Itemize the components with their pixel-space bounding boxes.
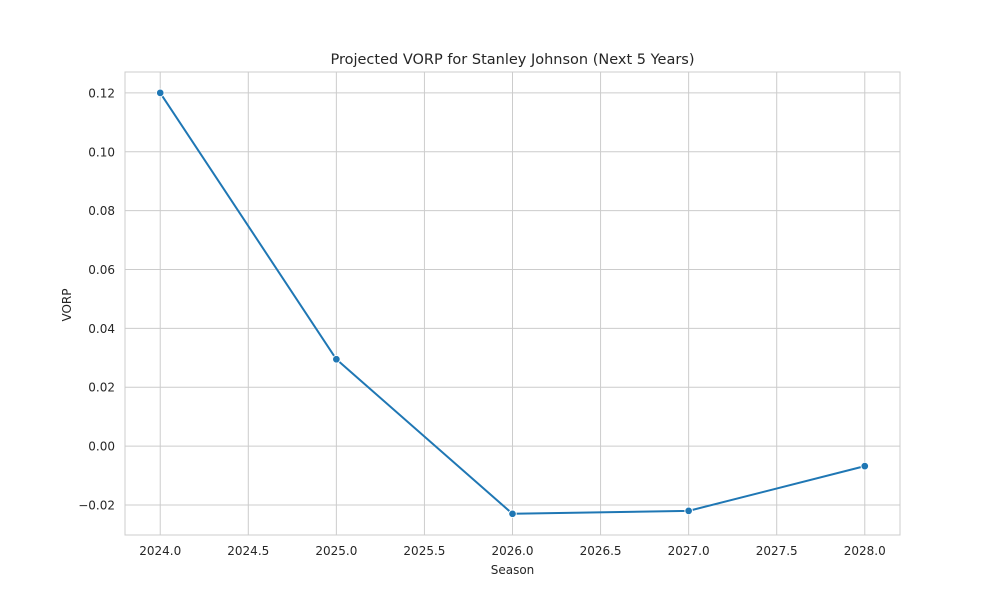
x-tick-label: 2024.0 [139, 544, 181, 558]
y-tick-label: 0.00 [88, 440, 115, 454]
y-tick-label: 0.06 [88, 263, 115, 277]
data-point [155, 88, 165, 98]
axes-frame [124, 71, 901, 536]
data-point [332, 355, 341, 364]
x-axis-label: Season [491, 563, 535, 577]
data-point [508, 509, 517, 519]
data-point [684, 506, 693, 516]
y-axis-label: VORP [60, 288, 74, 321]
y-tick-label: 0.02 [88, 381, 115, 395]
x-tick-label: 2028.0 [844, 544, 886, 558]
y-tick-label: 0.12 [88, 86, 115, 100]
x-tick-label: 2025.0 [315, 544, 357, 558]
y-tick-label: 0.08 [88, 204, 115, 218]
x-tick-label: 2027.5 [756, 544, 798, 558]
x-tick-label: 2027.0 [668, 544, 710, 558]
x-tick-label: 2026.5 [580, 544, 622, 558]
data-point [860, 461, 870, 471]
x-tick-label: 2024.5 [227, 544, 269, 558]
chart-title: Projected VORP for Stanley Johnson (Next… [330, 52, 694, 68]
plot-area: 2024.0 2024.5 2025.0 2025.5 2026.0 2026.5 2027… [78, 71, 901, 558]
y-tick-label: 0.10 [88, 145, 115, 159]
x-tick-label: 2025.5 [403, 544, 445, 558]
y-tick-label: −0.02 [78, 498, 115, 512]
x-tick-label: 2026.0 [492, 544, 534, 558]
y-tick-label: 0.04 [88, 322, 115, 336]
